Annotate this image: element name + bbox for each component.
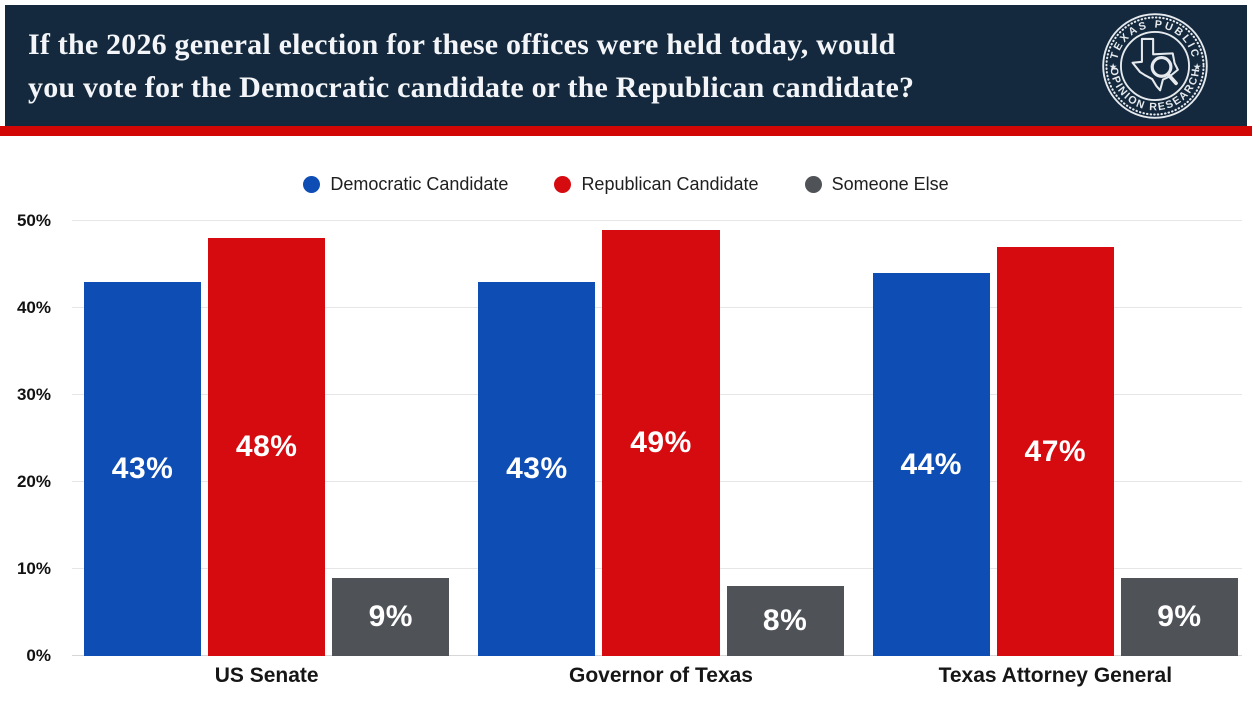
magnifier-icon	[1150, 55, 1178, 85]
bar-value-label: 43%	[506, 451, 568, 485]
bar-democratic-candidate-governor-of-texas: 43%	[478, 281, 596, 656]
x-axis-labels: US Senate Governor of Texas Texas Attorney…	[72, 664, 1242, 688]
legend-label: Someone Else	[831, 173, 949, 194]
texas-outline-icon	[1131, 37, 1179, 91]
x-axis-label-us-senate: US Senate	[214, 664, 319, 687]
bar-republican-candidate-governor-of-texas: 49%	[602, 229, 720, 656]
gridline-50	[72, 220, 1242, 221]
bar-group-texas-attorney-general: 44% 47% 9%	[872, 221, 1238, 656]
poll-results-page: If the 2026 general election for these o…	[0, 5, 1252, 723]
x-axis-label-texas-attorney-general: Texas Attorney General	[938, 664, 1173, 687]
texas-public-opinion-research-logo: TEXAS PUBLIC OPINION RESEARCH ★ ★	[1102, 12, 1208, 119]
question-header: If the 2026 general election for these o…	[5, 5, 1247, 126]
election-bar-chart: Democratic Candidate Republican Candidate…	[0, 173, 1252, 688]
y-tick-label-50: 50%	[16, 211, 51, 230]
logo-star-right-icon: ★	[1193, 62, 1201, 72]
bar-group-us-senate: 43% 48% 9%	[84, 221, 450, 656]
bar-republican-candidate-us-senate: 48%	[208, 238, 326, 656]
legend-dot-democratic-candidate-icon	[303, 175, 321, 193]
logo-inner-ring	[1120, 30, 1190, 101]
y-tick-label-20: 20%	[16, 472, 51, 491]
poll-question-line-2: you vote for the Democratic candidate or…	[28, 70, 915, 104]
legend-dot-someone-else-icon	[804, 175, 822, 193]
red-accent-stripe	[0, 126, 1252, 136]
bar-democratic-candidate-us-senate: 43%	[84, 281, 202, 656]
bar-groups: 43% 48% 9% 43% 49% 8% 44% 47% 9%	[72, 221, 1242, 656]
legend-item-republican-candidate: Republican Candidate	[554, 173, 759, 195]
bar-value-label: 48%	[235, 430, 298, 464]
y-tick-label-30: 30%	[16, 385, 51, 404]
bar-value-label: 47%	[1024, 434, 1087, 468]
bar-someone-else-texas-attorney-general: 9%	[1120, 577, 1238, 656]
legend-label: Democratic Candidate	[330, 173, 509, 194]
logo-star-left-icon: ★	[1109, 62, 1117, 72]
legend-dot-republican-candidate-icon	[554, 175, 572, 193]
poll-question-line-1: If the 2026 general election for these o…	[28, 27, 896, 61]
y-tick-label-0: 0%	[26, 646, 51, 665]
legend-label: Republican Candidate	[581, 173, 759, 194]
bar-value-label: 43%	[111, 451, 174, 485]
bar-value-label: 44%	[900, 447, 962, 481]
logo-outer-ring	[1102, 12, 1208, 119]
bar-group-governor-of-texas: 43% 49% 8%	[478, 221, 844, 656]
bar-value-label: 8%	[762, 604, 808, 638]
x-axis-label-governor-of-texas: Governor of Texas	[568, 664, 753, 687]
bar-value-label: 9%	[368, 599, 413, 633]
legend-item-someone-else: Someone Else	[804, 173, 949, 195]
poll-question: If the 2026 general election for these o…	[28, 23, 914, 109]
y-tick-label-10: 10%	[16, 559, 51, 578]
chart-legend: Democratic Candidate Republican Candidate…	[0, 173, 1252, 195]
bar-value-label: 9%	[1157, 599, 1202, 633]
logo-dotted-ring	[1105, 15, 1205, 116]
bar-value-label: 49%	[630, 425, 692, 459]
legend-item-democratic-candidate: Democratic Candidate	[303, 174, 508, 195]
y-tick-label-40: 40%	[16, 298, 51, 317]
plot-area: 0% 10% 20% 30% 40% 50% 43% 48% 9% 43% 49% 8% 44% 47%…	[17, 211, 1242, 665]
bar-republican-candidate-texas-attorney-general: 47%	[996, 247, 1114, 656]
bar-democratic-candidate-texas-attorney-general: 44%	[872, 273, 990, 656]
bar-someone-else-us-senate: 9%	[332, 577, 450, 656]
bar-someone-else-governor-of-texas: 8%	[726, 586, 844, 656]
